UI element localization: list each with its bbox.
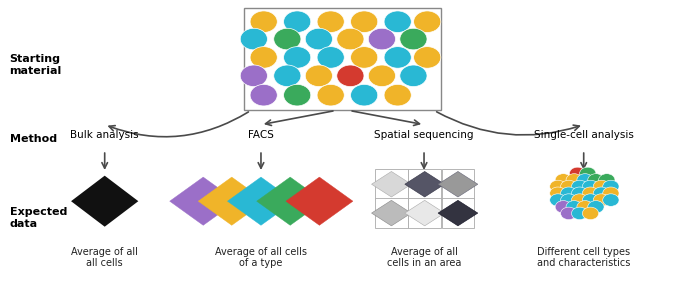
Ellipse shape [337, 65, 364, 87]
Ellipse shape [599, 174, 615, 186]
Ellipse shape [369, 65, 395, 87]
Ellipse shape [284, 47, 311, 68]
Ellipse shape [571, 187, 588, 199]
Text: Starting
material: Starting material [10, 54, 62, 76]
Ellipse shape [306, 28, 332, 50]
Ellipse shape [571, 180, 588, 193]
Text: FACS: FACS [248, 130, 274, 140]
Ellipse shape [240, 65, 267, 87]
Ellipse shape [582, 194, 599, 206]
Text: Bulk analysis: Bulk analysis [71, 130, 139, 140]
Bar [442, 198, 474, 228]
Ellipse shape [317, 47, 345, 68]
Ellipse shape [555, 174, 571, 186]
Ellipse shape [384, 11, 411, 32]
Ellipse shape [588, 174, 604, 186]
Ellipse shape [337, 28, 364, 50]
Ellipse shape [569, 167, 586, 180]
Bar [244, 8, 441, 110]
Ellipse shape [550, 180, 566, 193]
Ellipse shape [566, 174, 582, 186]
Polygon shape [170, 177, 237, 225]
Ellipse shape [414, 47, 441, 68]
Ellipse shape [588, 201, 604, 213]
Ellipse shape [351, 11, 377, 32]
Ellipse shape [274, 28, 301, 50]
Ellipse shape [593, 194, 610, 206]
Ellipse shape [560, 187, 577, 199]
Bar [408, 169, 441, 199]
Ellipse shape [400, 65, 427, 87]
Text: Average of all cells
of a type: Average of all cells of a type [215, 247, 307, 268]
Ellipse shape [284, 11, 311, 32]
Ellipse shape [284, 84, 311, 106]
Ellipse shape [306, 65, 332, 87]
Text: Expected
data: Expected data [10, 207, 67, 229]
Ellipse shape [577, 201, 593, 213]
Ellipse shape [400, 28, 427, 50]
Ellipse shape [593, 187, 610, 199]
Ellipse shape [603, 187, 619, 199]
Text: Single-cell analysis: Single-cell analysis [534, 130, 634, 140]
Ellipse shape [317, 11, 345, 32]
Text: Average of all
cells in an area: Average of all cells in an area [387, 247, 461, 268]
Bar [408, 198, 441, 228]
Text: Average of all
all cells: Average of all all cells [71, 247, 138, 268]
Polygon shape [438, 171, 478, 197]
Ellipse shape [250, 47, 277, 68]
Ellipse shape [603, 194, 619, 206]
Bar [375, 169, 408, 199]
Ellipse shape [351, 47, 377, 68]
Polygon shape [257, 177, 324, 225]
Ellipse shape [580, 167, 596, 180]
Ellipse shape [250, 11, 277, 32]
Polygon shape [71, 176, 138, 227]
Text: Different cell types
and characteristics: Different cell types and characteristics [537, 247, 630, 268]
Ellipse shape [571, 194, 588, 206]
Ellipse shape [555, 201, 571, 213]
Ellipse shape [550, 187, 566, 199]
Ellipse shape [582, 180, 599, 193]
Polygon shape [405, 200, 445, 226]
Ellipse shape [351, 84, 377, 106]
Ellipse shape [550, 194, 566, 206]
Polygon shape [227, 177, 295, 225]
Ellipse shape [414, 11, 441, 32]
Ellipse shape [603, 180, 619, 193]
Polygon shape [438, 200, 478, 226]
Ellipse shape [560, 207, 577, 220]
Polygon shape [371, 200, 411, 226]
Bar [442, 169, 474, 199]
Ellipse shape [317, 84, 345, 106]
Ellipse shape [577, 174, 593, 186]
Polygon shape [198, 177, 265, 225]
Text: Method: Method [10, 134, 57, 144]
Polygon shape [405, 171, 445, 197]
Polygon shape [371, 171, 411, 197]
Ellipse shape [582, 187, 599, 199]
Ellipse shape [566, 201, 582, 213]
Ellipse shape [582, 207, 599, 220]
Polygon shape [286, 177, 353, 225]
Ellipse shape [369, 28, 395, 50]
Ellipse shape [560, 180, 577, 193]
Ellipse shape [250, 84, 277, 106]
Text: Spatial sequencing: Spatial sequencing [374, 130, 474, 140]
Ellipse shape [593, 180, 610, 193]
Bar [375, 198, 408, 228]
Ellipse shape [384, 47, 411, 68]
Ellipse shape [384, 84, 411, 106]
Ellipse shape [571, 207, 588, 220]
Ellipse shape [240, 28, 267, 50]
Ellipse shape [560, 194, 577, 206]
Ellipse shape [274, 65, 301, 87]
